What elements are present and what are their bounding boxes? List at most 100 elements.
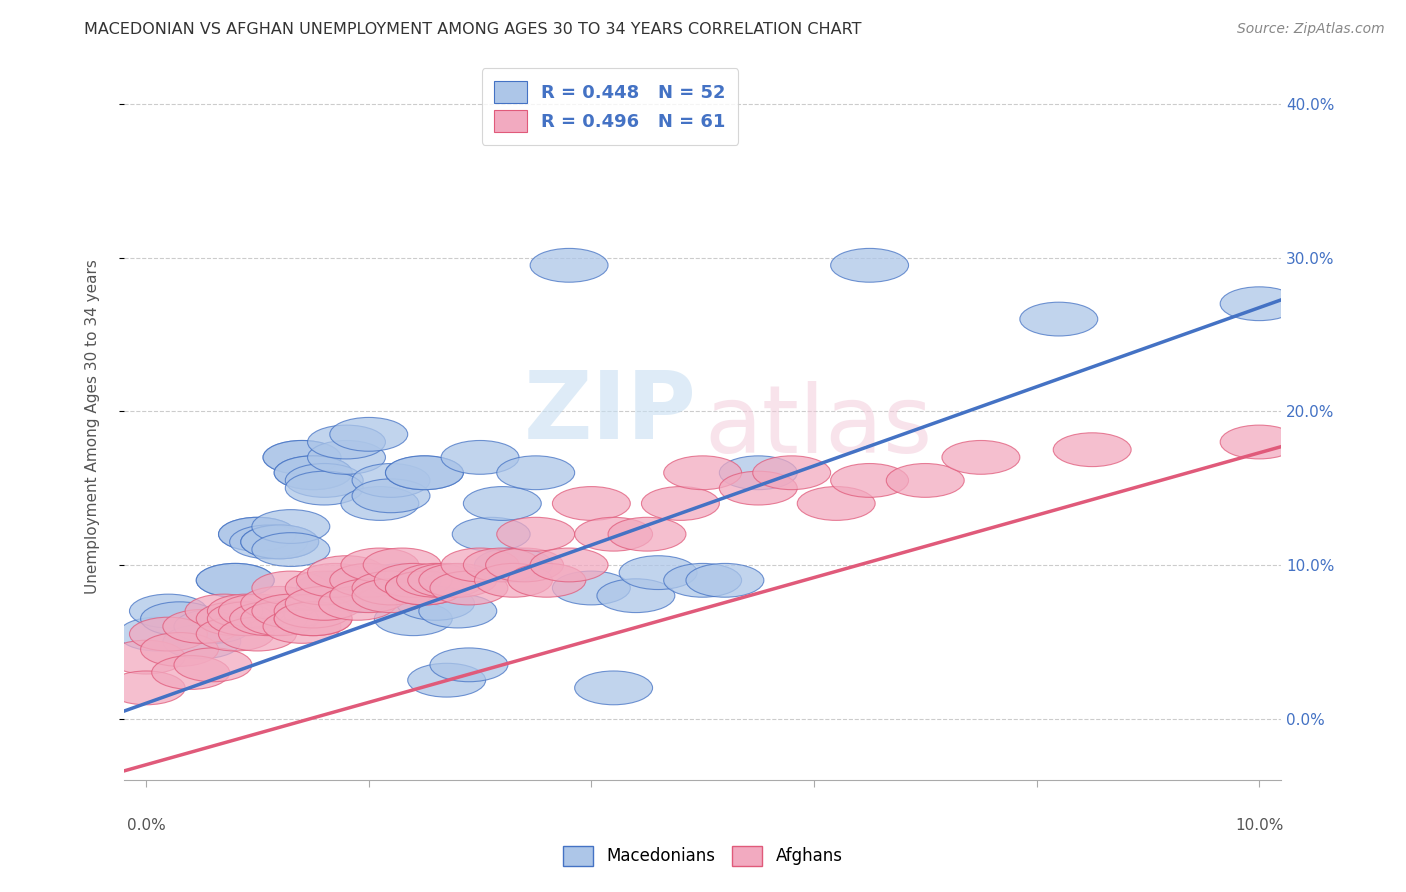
Ellipse shape (129, 594, 207, 628)
Ellipse shape (831, 464, 908, 498)
Ellipse shape (419, 594, 496, 628)
Ellipse shape (1019, 302, 1098, 336)
Ellipse shape (152, 656, 229, 690)
Ellipse shape (607, 517, 686, 551)
Ellipse shape (1220, 425, 1298, 458)
Ellipse shape (340, 486, 419, 520)
Ellipse shape (308, 556, 385, 590)
Ellipse shape (575, 671, 652, 705)
Ellipse shape (1053, 433, 1132, 467)
Ellipse shape (197, 617, 274, 651)
Ellipse shape (352, 579, 430, 613)
Text: ZIP: ZIP (523, 367, 696, 458)
Ellipse shape (441, 548, 519, 582)
Text: 0.0%: 0.0% (127, 819, 166, 833)
Ellipse shape (598, 579, 675, 613)
Ellipse shape (218, 617, 297, 651)
Text: 10.0%: 10.0% (1234, 819, 1284, 833)
Ellipse shape (363, 564, 441, 598)
Ellipse shape (374, 602, 453, 636)
Ellipse shape (297, 571, 374, 605)
Ellipse shape (163, 609, 240, 643)
Ellipse shape (720, 471, 797, 505)
Ellipse shape (285, 464, 363, 498)
Ellipse shape (197, 602, 274, 636)
Ellipse shape (385, 456, 464, 490)
Ellipse shape (107, 640, 186, 674)
Ellipse shape (285, 571, 363, 605)
Ellipse shape (530, 548, 607, 582)
Ellipse shape (308, 425, 385, 458)
Ellipse shape (252, 509, 330, 543)
Ellipse shape (942, 441, 1019, 475)
Ellipse shape (664, 456, 741, 490)
Ellipse shape (240, 602, 319, 636)
Ellipse shape (430, 648, 508, 681)
Ellipse shape (363, 548, 441, 582)
Ellipse shape (229, 602, 308, 636)
Ellipse shape (163, 625, 240, 658)
Ellipse shape (408, 664, 485, 697)
Ellipse shape (352, 571, 430, 605)
Y-axis label: Unemployment Among Ages 30 to 34 years: Unemployment Among Ages 30 to 34 years (86, 260, 100, 594)
Ellipse shape (240, 525, 319, 558)
Ellipse shape (141, 602, 218, 636)
Ellipse shape (385, 571, 464, 605)
Ellipse shape (330, 417, 408, 451)
Ellipse shape (197, 564, 274, 598)
Ellipse shape (441, 441, 519, 475)
Ellipse shape (797, 486, 875, 520)
Ellipse shape (374, 564, 453, 598)
Ellipse shape (464, 486, 541, 520)
Ellipse shape (274, 602, 352, 636)
Ellipse shape (218, 594, 297, 628)
Ellipse shape (285, 471, 363, 505)
Text: MACEDONIAN VS AFGHAN UNEMPLOYMENT AMONG AGES 30 TO 34 YEARS CORRELATION CHART: MACEDONIAN VS AFGHAN UNEMPLOYMENT AMONG … (84, 22, 862, 37)
Ellipse shape (886, 464, 965, 498)
Ellipse shape (118, 617, 197, 651)
Ellipse shape (496, 517, 575, 551)
Ellipse shape (274, 456, 352, 490)
Ellipse shape (218, 517, 297, 551)
Ellipse shape (1220, 287, 1298, 320)
Ellipse shape (186, 594, 263, 628)
Ellipse shape (385, 456, 464, 490)
Ellipse shape (508, 564, 586, 598)
Ellipse shape (530, 248, 607, 282)
Ellipse shape (720, 456, 797, 490)
Ellipse shape (474, 548, 553, 582)
Ellipse shape (252, 571, 330, 605)
Ellipse shape (419, 564, 496, 598)
Ellipse shape (129, 617, 207, 651)
Ellipse shape (207, 594, 285, 628)
Ellipse shape (174, 648, 252, 681)
Text: atlas: atlas (704, 381, 932, 473)
Ellipse shape (575, 517, 652, 551)
Ellipse shape (553, 571, 630, 605)
Ellipse shape (319, 579, 396, 613)
Ellipse shape (308, 441, 385, 475)
Ellipse shape (831, 248, 908, 282)
Ellipse shape (686, 564, 763, 598)
Ellipse shape (285, 586, 363, 620)
Ellipse shape (240, 525, 319, 558)
Ellipse shape (107, 671, 186, 705)
Legend: R = 0.448   N = 52, R = 0.496   N = 61: R = 0.448 N = 52, R = 0.496 N = 61 (482, 68, 738, 145)
Ellipse shape (430, 571, 508, 605)
Ellipse shape (263, 441, 340, 475)
Ellipse shape (385, 571, 464, 605)
Ellipse shape (641, 486, 720, 520)
Ellipse shape (274, 594, 352, 628)
Ellipse shape (330, 579, 408, 613)
Ellipse shape (453, 517, 530, 551)
Ellipse shape (464, 548, 541, 582)
Ellipse shape (252, 594, 330, 628)
Ellipse shape (240, 586, 319, 620)
Ellipse shape (396, 586, 474, 620)
Ellipse shape (553, 486, 630, 520)
Ellipse shape (263, 609, 340, 643)
Ellipse shape (207, 602, 285, 636)
Ellipse shape (485, 548, 564, 582)
Ellipse shape (174, 609, 252, 643)
Ellipse shape (319, 586, 396, 620)
